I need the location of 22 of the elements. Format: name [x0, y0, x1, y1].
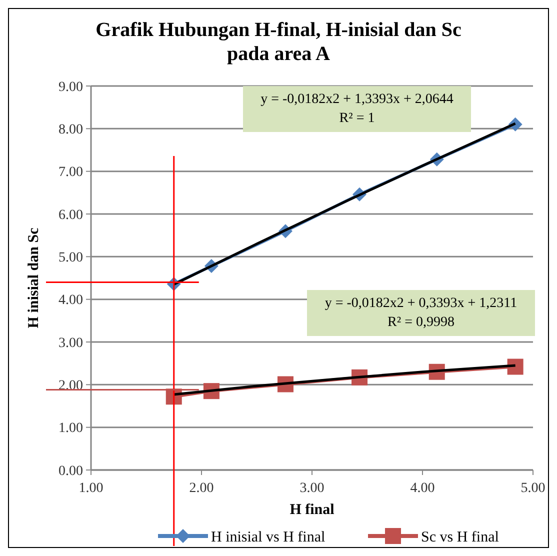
annotation: y = -0,0182x2 + 1,3393x + 2,0644 R² = 1	[260, 92, 454, 126]
y-tick-label: 0.00	[58, 464, 83, 479]
y-tick-label: 4.00	[58, 293, 83, 308]
x-tick-label: 2.00	[189, 481, 214, 496]
x-tick-label: 5.00	[520, 481, 546, 496]
y-tick-label: 8.00	[58, 122, 83, 138]
point	[507, 358, 524, 375]
annotation: y = -0,0182x2 + 0,3393x + 1,2311 R² = 0,9998	[324, 296, 518, 330]
y-tick-label: 9.00	[58, 80, 83, 95]
y-axis-title: H inisial dan Sc	[26, 227, 42, 328]
y-tick-label: 1.00	[58, 421, 83, 436]
y-tick-label: 3.00	[58, 336, 83, 351]
x-tick-label: 1.00	[78, 481, 104, 496]
y-tick-label: 6.00	[58, 208, 83, 223]
x-tick-label: 4.00	[410, 481, 435, 496]
y-tick-label: 5.00	[58, 250, 83, 266]
y-tick-label: 7.00	[58, 165, 83, 180]
chart-title: Grafik Hubungan H-final, H-inisial dan Sc pada area A	[96, 19, 462, 65]
legend-label: H inisial vs H final	[211, 529, 326, 546]
x-axis-title: H final	[290, 502, 334, 518]
x-tick-label: 3.00	[300, 481, 324, 496]
legend-label: Sc vs H final	[421, 529, 499, 546]
